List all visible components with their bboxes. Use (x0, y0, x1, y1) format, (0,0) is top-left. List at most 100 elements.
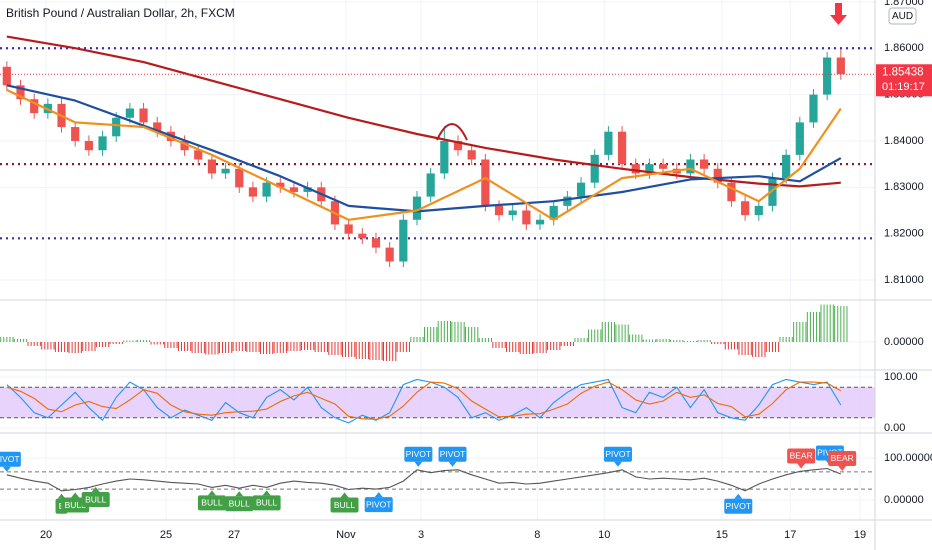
candle-body (221, 168, 230, 174)
candle-body (809, 94, 818, 123)
signal-label: BULL (225, 491, 254, 512)
signal-box (0, 451, 21, 467)
candle-body (358, 233, 367, 239)
candle-body (576, 182, 586, 197)
signal-box (225, 496, 254, 512)
candle-body (700, 159, 709, 169)
candle-body (180, 140, 189, 151)
candle-body (207, 159, 217, 174)
signal-pointer (838, 465, 847, 471)
candle-body (112, 117, 121, 137)
candle-body (741, 201, 750, 216)
candle-body (754, 205, 763, 216)
series-line (6, 467, 842, 492)
candle-body (590, 154, 599, 183)
candle-body (30, 99, 39, 114)
signal-box (364, 497, 393, 513)
y-tick-label: 1.81000 (884, 274, 924, 286)
series-line (6, 378, 842, 424)
candle-body (84, 140, 93, 151)
signal-text: BULL (65, 500, 87, 510)
candle-body (782, 154, 791, 179)
last-price-badge (876, 64, 932, 97)
candle-body (617, 131, 627, 165)
candle-body (645, 164, 654, 174)
x-tick-label: 25 (160, 529, 172, 541)
signal-box (252, 495, 281, 511)
signal-box (81, 492, 110, 508)
signal-box (828, 450, 857, 466)
candle-body (481, 159, 490, 206)
candle-body (125, 108, 134, 118)
candle-body (71, 127, 80, 141)
signal-label: BULL (252, 490, 281, 511)
signal-text: BULL (229, 498, 251, 508)
candle-body (522, 210, 531, 225)
y-tick-label: 1.82000 (884, 228, 924, 240)
x-tick-label: 3 (418, 529, 424, 541)
arc-annotation (436, 123, 468, 141)
candle-body (795, 122, 804, 155)
candle-body (604, 131, 613, 155)
signal-label: BEAR (787, 448, 816, 469)
band-fill (0, 387, 875, 418)
signal-pointer (414, 461, 423, 467)
signal-text: BULL (85, 494, 107, 504)
currency: AUD (892, 11, 913, 22)
signal-label: PIVOT (438, 446, 467, 467)
x-tick-label: 19 (854, 529, 866, 541)
candle-body (276, 182, 285, 188)
signal-pointer (613, 461, 622, 467)
y-tick-label: 1.86000 (884, 42, 924, 54)
signal-label: PIVOT (603, 446, 632, 467)
x-tick-label: Nov (336, 529, 356, 541)
signal-label: BULL (197, 490, 226, 511)
signal-text: BULL (334, 500, 356, 510)
candle-body (467, 150, 476, 160)
candle-body (535, 219, 545, 225)
candle-body (453, 140, 463, 151)
signal-text: PIVOT (0, 454, 20, 464)
signal-box (197, 495, 226, 511)
x-tick-label: 15 (716, 529, 728, 541)
signal-text: BEAR (790, 451, 813, 461)
moving-average (6, 84, 842, 213)
signal-box (603, 446, 632, 462)
signal-pointer (2, 466, 11, 472)
candle-body (768, 178, 777, 206)
x-tick-label: 27 (228, 529, 240, 541)
x-tick-label: 20 (40, 529, 52, 541)
signal-pointer (262, 490, 271, 496)
candle-body (727, 182, 736, 202)
signal-label: BULL (81, 487, 110, 508)
signal-label: PIVOT (404, 446, 433, 467)
candle-body (235, 168, 244, 188)
signal-pointer (71, 492, 80, 498)
y-tick-label: 1.83000 (884, 181, 924, 193)
signal-pointer (235, 491, 244, 497)
candle-body (153, 122, 162, 132)
signal-pointer (91, 487, 100, 493)
candle-body (344, 224, 353, 234)
signal-text: BEAR (831, 453, 854, 463)
signal-pointer (340, 492, 349, 498)
signal-label: PIVOT (724, 493, 753, 514)
last-price: 1.85438 (882, 66, 924, 78)
signal-label: PIVOT (0, 451, 21, 472)
candle-body (303, 187, 312, 192)
signal-pointer (734, 493, 743, 499)
x-tick-label: 8 (534, 529, 540, 541)
y-tick-label: 1.87000 (884, 0, 924, 8)
candle-body (563, 196, 572, 206)
y-tick-label: 100.00000 (884, 452, 932, 464)
candle-body (194, 150, 203, 160)
candle-body (713, 168, 722, 183)
y-tick-label: 100.00 (884, 371, 918, 383)
y-tick-label: 0.00 (884, 422, 905, 434)
signal-text: PIVOT (605, 449, 631, 459)
countdown: 01:19:17 (882, 81, 925, 93)
currency-box[interactable] (888, 7, 917, 25)
moving-average (6, 35, 841, 188)
